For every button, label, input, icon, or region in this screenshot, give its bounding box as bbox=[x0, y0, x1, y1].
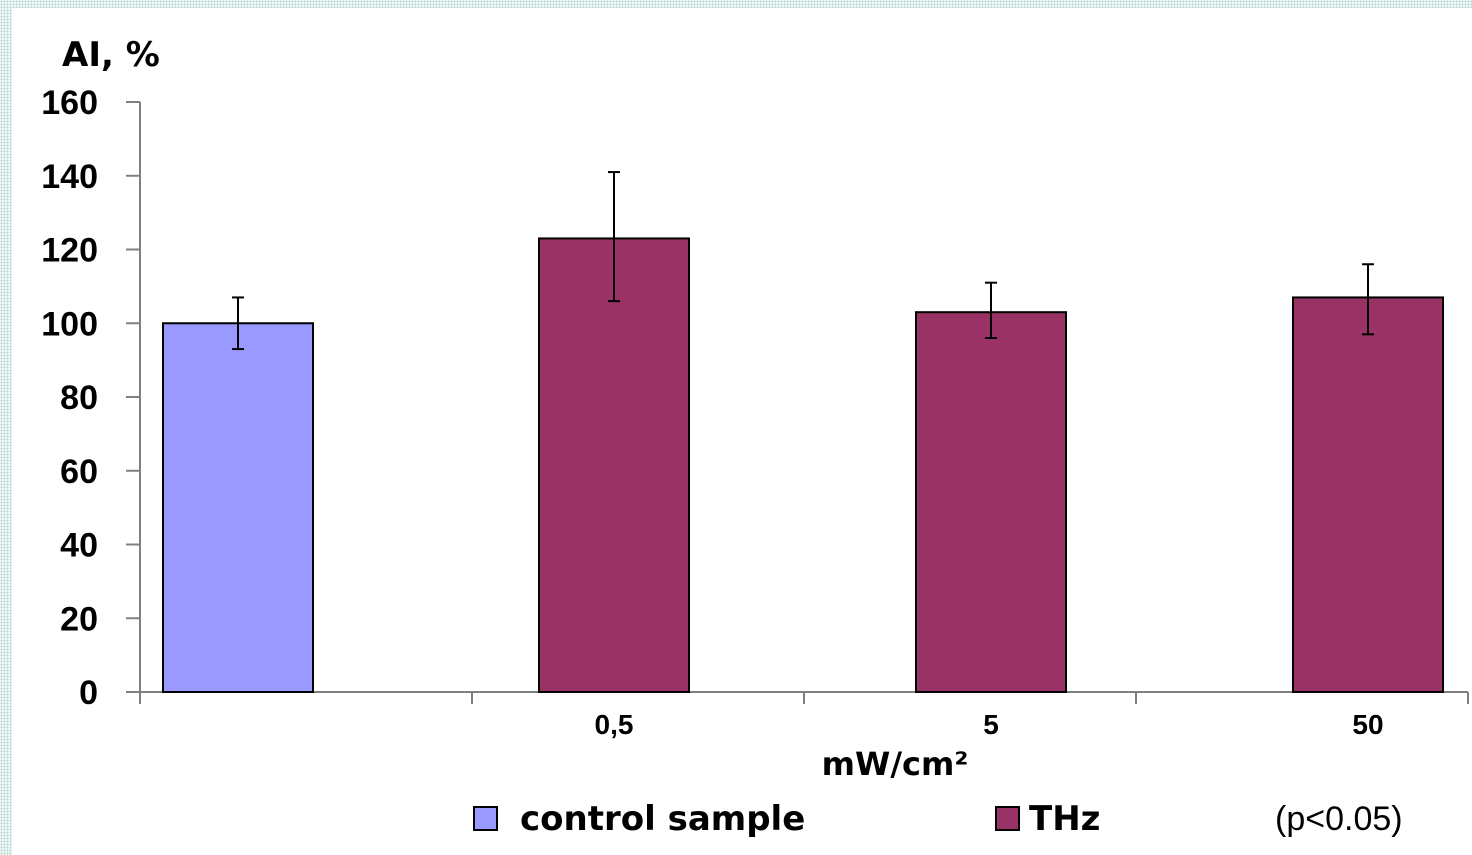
y-tick-label: 80 bbox=[60, 379, 98, 417]
bar-50 bbox=[1292, 296, 1444, 693]
y-tick-label: 20 bbox=[60, 600, 98, 638]
legend-swatch-control-sample bbox=[473, 806, 498, 831]
legend-label-control-sample: control sample bbox=[520, 799, 805, 839]
x-category-label: 5 bbox=[983, 709, 999, 740]
axes bbox=[126, 101, 1469, 704]
y-tick-label: 40 bbox=[60, 527, 98, 565]
bars-group bbox=[162, 237, 1444, 693]
x-category-label: 50 bbox=[1352, 709, 1383, 740]
bar-control bbox=[162, 322, 314, 693]
x-category-label: 0,5 bbox=[595, 709, 634, 740]
legend-label-thz: THz bbox=[1029, 799, 1100, 839]
y-tick-label: 0 bbox=[79, 674, 98, 712]
bar-0,5 bbox=[538, 237, 690, 693]
legend-swatch-thz bbox=[995, 806, 1020, 831]
y-tick-label: 160 bbox=[41, 84, 98, 122]
y-tick-label: 100 bbox=[41, 305, 98, 343]
y-tick-label: 120 bbox=[41, 232, 98, 270]
x-axis-label: mW/cm² bbox=[822, 745, 969, 783]
y-tick-label: 60 bbox=[60, 453, 98, 491]
significance-note: (p<0.05) bbox=[1275, 800, 1403, 838]
decorative-border-top bbox=[0, 0, 1472, 8]
x-category-labels: 0,5 5 50 bbox=[595, 709, 1384, 740]
y-axis-label: AI, % bbox=[62, 35, 160, 75]
y-tick-label: 140 bbox=[41, 158, 98, 196]
y-tick-labels: 0 20 40 60 80 100 120 140 160 bbox=[41, 84, 98, 712]
decorative-border-left bbox=[0, 0, 12, 855]
bar-5 bbox=[915, 311, 1067, 693]
error-bars-group bbox=[232, 171, 1374, 351]
legend: control sample THz bbox=[473, 799, 1100, 839]
